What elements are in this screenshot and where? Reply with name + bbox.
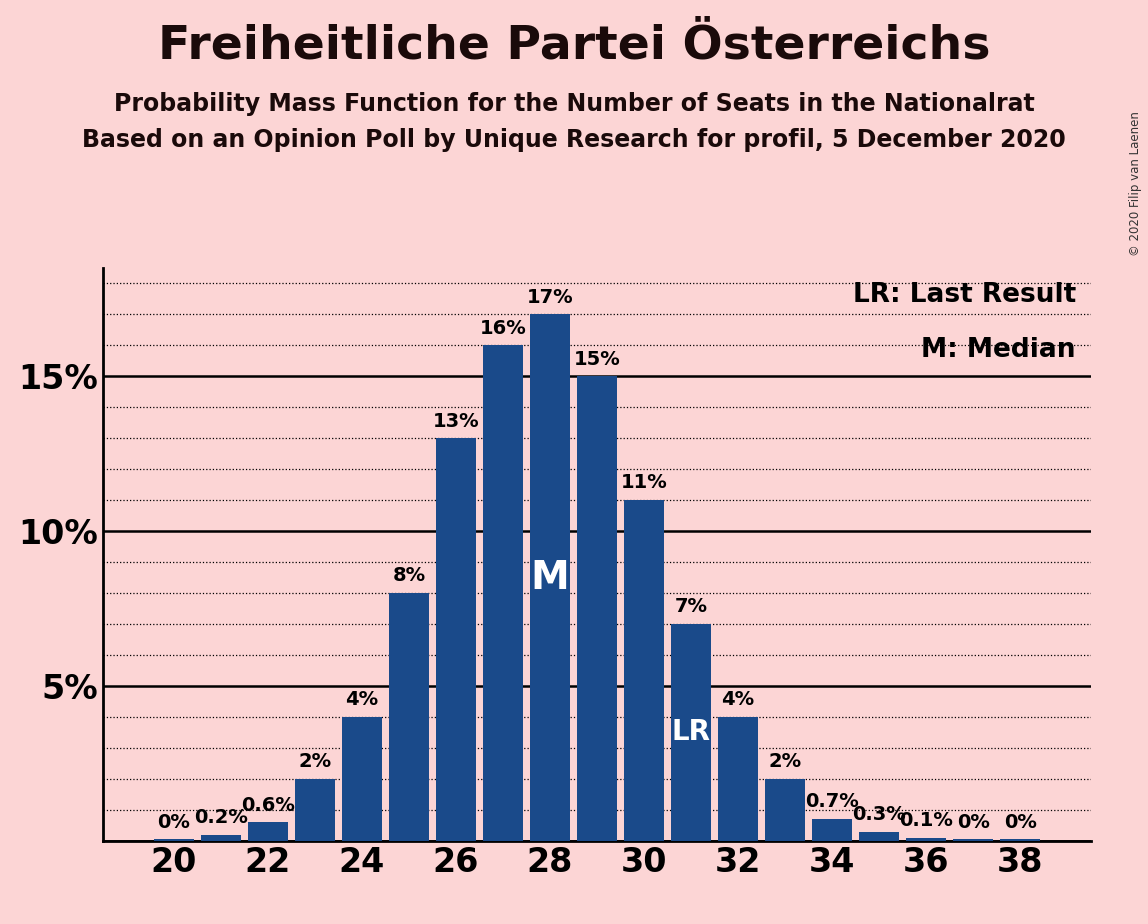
Text: Freiheitliche Partei Österreichs: Freiheitliche Partei Österreichs — [157, 23, 991, 68]
Text: 15%: 15% — [574, 349, 620, 369]
Text: 17%: 17% — [527, 287, 573, 307]
Text: © 2020 Filip van Laenen: © 2020 Filip van Laenen — [1130, 111, 1142, 256]
Text: 0.3%: 0.3% — [852, 805, 906, 824]
Text: 2%: 2% — [768, 752, 801, 772]
Text: Based on an Opinion Poll by Unique Research for profil, 5 December 2020: Based on an Opinion Poll by Unique Resea… — [83, 128, 1065, 152]
Text: 0%: 0% — [1003, 812, 1037, 832]
Text: LR: LR — [672, 719, 711, 747]
Text: 4%: 4% — [346, 690, 379, 710]
Text: 0%: 0% — [956, 812, 990, 832]
Bar — [248, 822, 288, 841]
Text: 0%: 0% — [157, 812, 191, 832]
Text: M: M — [530, 559, 569, 597]
Bar — [906, 838, 946, 841]
Text: 13%: 13% — [433, 411, 479, 431]
Bar — [483, 346, 522, 841]
Bar — [670, 624, 711, 841]
Text: 0.6%: 0.6% — [241, 796, 295, 815]
Bar — [436, 438, 476, 841]
Bar — [342, 717, 382, 841]
Text: Probability Mass Function for the Number of Seats in the Nationalrat: Probability Mass Function for the Number… — [114, 92, 1034, 116]
Bar — [201, 834, 241, 841]
Bar — [718, 717, 758, 841]
Text: 2%: 2% — [298, 752, 332, 772]
Bar — [765, 779, 805, 841]
Text: 8%: 8% — [393, 566, 426, 586]
Text: 16%: 16% — [480, 319, 526, 337]
Text: 7%: 7% — [675, 597, 707, 616]
Text: LR: Last Result: LR: Last Result — [853, 283, 1076, 309]
Text: 0.7%: 0.7% — [805, 793, 859, 811]
Text: 0.1%: 0.1% — [899, 811, 953, 830]
Bar — [953, 839, 993, 841]
Bar — [577, 376, 616, 841]
Bar — [530, 314, 569, 841]
Text: 0.2%: 0.2% — [194, 808, 248, 827]
Text: 4%: 4% — [721, 690, 754, 710]
Bar — [859, 832, 899, 841]
Bar — [1000, 839, 1040, 841]
Bar — [295, 779, 335, 841]
Text: M: Median: M: Median — [922, 336, 1076, 363]
Bar — [812, 820, 852, 841]
Text: 11%: 11% — [621, 473, 667, 492]
Bar — [625, 500, 664, 841]
Bar — [154, 839, 194, 841]
Bar — [389, 593, 429, 841]
